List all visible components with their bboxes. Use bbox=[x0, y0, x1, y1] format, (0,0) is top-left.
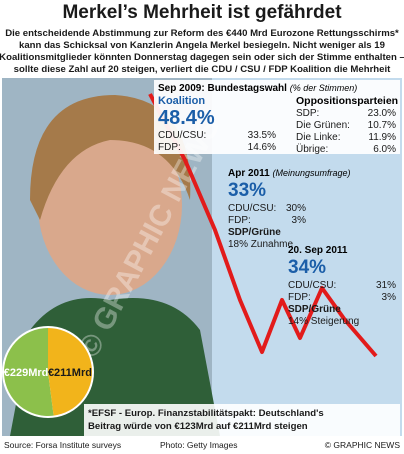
row-value: 31% bbox=[376, 280, 396, 291]
row-value: 3% bbox=[292, 215, 307, 226]
face bbox=[38, 115, 182, 295]
coalition-total: 48.4% bbox=[158, 107, 215, 129]
poll1-opposition: SDP/Grüne bbox=[228, 227, 281, 238]
source: Source: Forsa Institute surveys bbox=[4, 440, 121, 450]
hair bbox=[30, 95, 191, 220]
poll2-total: 34% bbox=[288, 257, 326, 278]
poll1-note: (Meinungsumfrage) bbox=[272, 168, 350, 178]
row-value: 14.6% bbox=[248, 142, 276, 153]
row-value: 30% bbox=[286, 203, 306, 214]
row-label: CDU/CSU: bbox=[228, 203, 276, 214]
intro-line: sollte diese Zahl auf 20 steigen, verlie… bbox=[14, 64, 392, 75]
row-value: 23.0% bbox=[368, 108, 396, 119]
row-label: FDP: bbox=[228, 215, 251, 226]
pie-slice bbox=[4, 328, 54, 416]
poll1-total: 33% bbox=[228, 180, 266, 201]
row-label: CDU/CSU: bbox=[158, 130, 206, 141]
pie-label: €211Mrd bbox=[48, 367, 92, 379]
footnote-line: *EFSF - Europ. Finanzstabilitätspakt: De… bbox=[88, 408, 324, 419]
row-value: 3% bbox=[382, 292, 397, 303]
row-value: 6.0% bbox=[373, 144, 396, 155]
poll2-opposition-change: 14% Steigerung bbox=[288, 316, 359, 327]
pie-slice bbox=[48, 328, 93, 416]
coalition-label: Koalition bbox=[158, 95, 205, 107]
footnote-box bbox=[84, 404, 400, 436]
title: Merkel’s Mehrheit ist gefährdet bbox=[62, 2, 342, 23]
election-date: Sep 2009: Bundestagswahl bbox=[158, 83, 287, 94]
intro-line: Koalitionsmitglieder könnten Donnerstag … bbox=[0, 52, 404, 63]
poll2-date: 20. Sep 2011 bbox=[288, 245, 348, 256]
pie: €229Mrd €211Mrd bbox=[2, 326, 94, 418]
poll1-opposition-change: 18% Zunahme bbox=[228, 239, 293, 250]
row-value: 33.5% bbox=[248, 130, 276, 141]
election-box bbox=[154, 80, 400, 154]
row-label: Die Linke: bbox=[296, 132, 340, 143]
poll2-opposition: SDP/Grüne bbox=[288, 304, 341, 315]
row-label: Die Grünen: bbox=[296, 120, 350, 131]
opposition-label: Oppositionsparteien bbox=[296, 95, 398, 107]
intro-line: Die entscheidende Abstimmung zur Reform … bbox=[5, 28, 399, 39]
row-label: CDU/CSU: bbox=[288, 280, 336, 291]
row-value: 11.9% bbox=[368, 132, 396, 143]
credit: © GRAPHIC NEWS bbox=[325, 440, 401, 450]
photo-credit: Photo: Getty Images bbox=[160, 440, 237, 450]
row-label: FDP: bbox=[158, 142, 181, 153]
row-label: Übrige: bbox=[296, 143, 328, 155]
election-date: Sep 2009: Bundestagswahl (% der Stimmen) bbox=[158, 83, 357, 94]
row-value: 10.7% bbox=[368, 120, 396, 131]
row-label: SDP: bbox=[296, 108, 319, 119]
footer-bar bbox=[0, 437, 404, 454]
pie-label: €229Mrd bbox=[4, 367, 49, 379]
row-label: FDP: bbox=[288, 292, 311, 303]
election-note: (% der Stimmen) bbox=[290, 83, 358, 93]
footnote-line: Beitrag würde von €123Mrd auf €211Mrd st… bbox=[88, 421, 308, 432]
intro-line: kann das Schicksal von Kanzlerin Angela … bbox=[19, 40, 385, 51]
trend-line bbox=[148, 93, 378, 358]
poll1-date: Apr 2011 bbox=[228, 168, 270, 179]
poll1-date: Apr 2011 (Meinungsumfrage) bbox=[228, 168, 351, 179]
